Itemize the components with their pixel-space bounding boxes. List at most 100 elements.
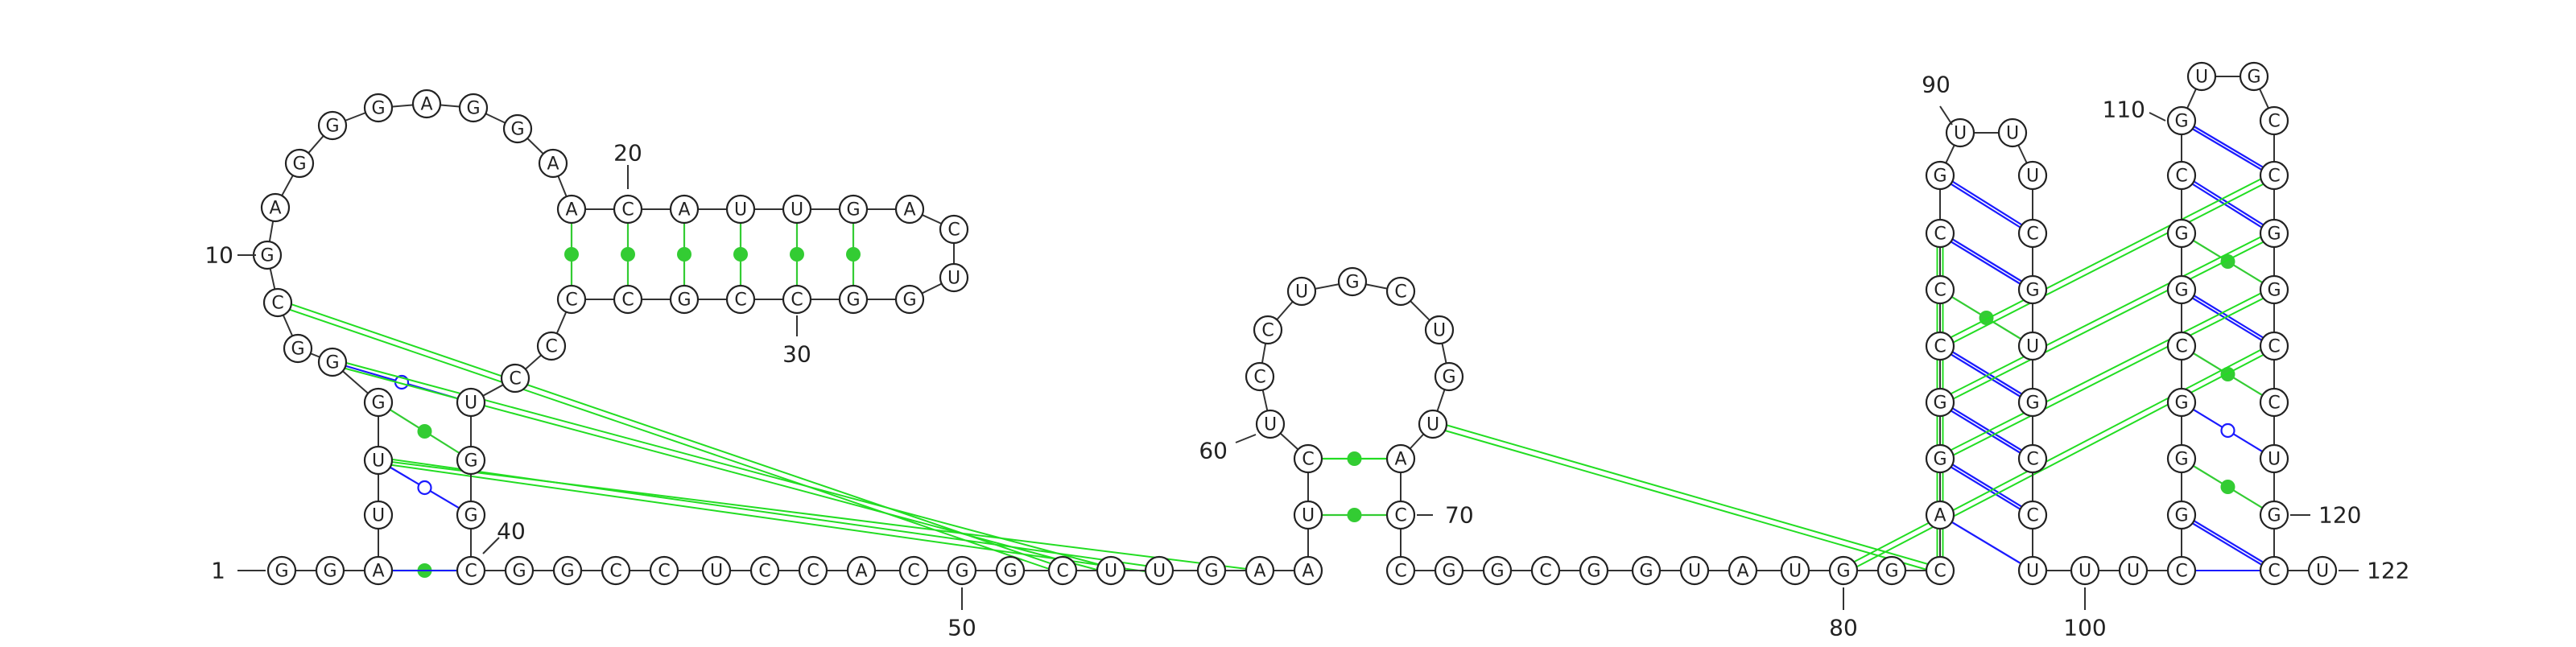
position-tick xyxy=(1235,434,1257,443)
svg-text:G: G xyxy=(1933,450,1946,470)
nucleotide-92: U xyxy=(2017,160,2048,191)
nucleotide-59: C xyxy=(1293,443,1323,474)
nucleotide-16: G xyxy=(458,93,489,123)
svg-text:G: G xyxy=(1442,368,1455,388)
position-number-10: 10 xyxy=(204,242,233,269)
nucleotide-122: U xyxy=(2307,555,2338,586)
nucleotide-42: G xyxy=(552,555,583,586)
svg-text:C: C xyxy=(2026,225,2038,245)
nucleotide-32: G xyxy=(669,284,700,315)
svg-text:U: U xyxy=(2006,124,2019,144)
nucleotide-27: U xyxy=(939,262,969,293)
nucleotide-99: U xyxy=(2017,555,2048,586)
svg-text:G: G xyxy=(2174,281,2188,301)
svg-text:C: C xyxy=(565,291,577,311)
svg-text:C: C xyxy=(545,337,557,357)
pair-line xyxy=(1939,514,2033,571)
nucleotide-95: U xyxy=(2017,331,2048,361)
pseudoknot-line xyxy=(1841,343,2273,569)
svg-text:G: G xyxy=(2174,450,2188,470)
svg-text:G: G xyxy=(1345,273,1359,293)
nucleotide-102: C xyxy=(2166,555,2197,586)
svg-text:C: C xyxy=(734,291,746,311)
nucleotide-106: C xyxy=(2166,331,2197,361)
nucleotide-85: G xyxy=(1925,387,1955,418)
nucleotide-121: C xyxy=(2259,555,2289,586)
nucleotide-116: G xyxy=(2259,274,2289,305)
position-number-30: 30 xyxy=(782,341,811,368)
nucleotide-54: U xyxy=(1144,555,1174,586)
position-number-122: 122 xyxy=(2367,558,2409,584)
svg-text:C: C xyxy=(758,562,770,582)
nucleotide-73: G xyxy=(1482,555,1513,586)
nucleotide-69: A xyxy=(1385,443,1416,474)
svg-text:C: C xyxy=(1934,225,1946,245)
pair-line xyxy=(2183,120,2278,176)
nucleotide-45: U xyxy=(701,555,732,586)
pair-line xyxy=(1936,402,2031,459)
position-number-90: 90 xyxy=(1922,72,1951,98)
nucleotide-109: C xyxy=(2166,160,2197,191)
nucleotide-115: G xyxy=(2259,218,2289,249)
svg-text:U: U xyxy=(1264,415,1277,435)
noncanonical-marker xyxy=(790,247,804,262)
noncanonical-marker xyxy=(846,247,861,262)
nucleotide-28: G xyxy=(894,284,925,315)
nucleotide-74: C xyxy=(1530,555,1561,586)
nucleotide-30: C xyxy=(782,284,812,315)
pseudoknot-line xyxy=(278,299,1064,569)
svg-text:U: U xyxy=(1789,562,1802,582)
svg-text:C: C xyxy=(1394,562,1406,582)
nucleotide-31: C xyxy=(725,284,756,315)
nucleotide-101: U xyxy=(2118,555,2149,586)
svg-text:G: G xyxy=(1639,562,1653,582)
nucleotide-55: G xyxy=(1196,555,1227,586)
nucleotide-49: C xyxy=(898,555,929,586)
svg-text:U: U xyxy=(947,269,960,289)
svg-text:G: G xyxy=(1490,562,1504,582)
svg-text:A: A xyxy=(565,200,577,220)
svg-text:G: G xyxy=(291,340,304,360)
svg-text:A: A xyxy=(547,155,559,175)
svg-text:C: C xyxy=(907,562,919,582)
svg-text:U: U xyxy=(2026,167,2039,187)
svg-text:C: C xyxy=(464,562,477,582)
nucleotide-87: C xyxy=(1925,274,1955,305)
svg-text:U: U xyxy=(2026,337,2039,357)
nucleotide-3: A xyxy=(363,555,394,586)
nucleotide-6: G xyxy=(363,387,394,418)
nucleotide-7: G xyxy=(317,347,348,377)
nucleotide-81: G xyxy=(1876,555,1907,586)
nucleotide-112: G xyxy=(2239,61,2269,92)
svg-text:G: G xyxy=(1933,394,1946,414)
svg-text:C: C xyxy=(2268,167,2280,187)
svg-text:U: U xyxy=(2127,562,2140,582)
nucleotide-29: G xyxy=(838,284,869,315)
svg-text:U: U xyxy=(1433,321,1446,341)
svg-text:G: G xyxy=(677,291,691,311)
svg-text:C: C xyxy=(1056,562,1068,582)
svg-text:G: G xyxy=(325,353,339,373)
svg-text:C: C xyxy=(1302,450,1314,470)
nucleotide-90: U xyxy=(1945,117,1975,148)
nucleotide-8: G xyxy=(283,333,313,364)
nucleotide-78: A xyxy=(1728,555,1758,586)
nucleotide-119: U xyxy=(2259,443,2289,474)
svg-text:G: G xyxy=(466,99,480,119)
nucleotide-1: G xyxy=(266,555,297,586)
svg-text:U: U xyxy=(734,200,747,220)
nucleotide-108: G xyxy=(2166,218,2197,249)
nucleotide-24: G xyxy=(838,194,869,225)
svg-text:G: G xyxy=(1204,562,1218,582)
nucleotide-21: A xyxy=(669,194,700,225)
svg-text:C: C xyxy=(2026,450,2038,470)
nucleotide-9: C xyxy=(262,287,293,318)
svg-text:U: U xyxy=(1153,562,1166,582)
svg-text:G: G xyxy=(2267,281,2281,301)
nucleotide-67: G xyxy=(1434,361,1464,392)
svg-text:U: U xyxy=(2079,562,2091,582)
svg-text:C: C xyxy=(1934,337,1946,357)
svg-text:U: U xyxy=(372,506,385,526)
noncanonical-marker xyxy=(621,247,635,262)
nucleotide-35: C xyxy=(536,331,567,361)
